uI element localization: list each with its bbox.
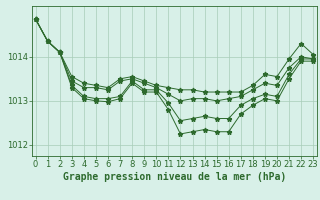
X-axis label: Graphe pression niveau de la mer (hPa): Graphe pression niveau de la mer (hPa)	[63, 172, 286, 182]
